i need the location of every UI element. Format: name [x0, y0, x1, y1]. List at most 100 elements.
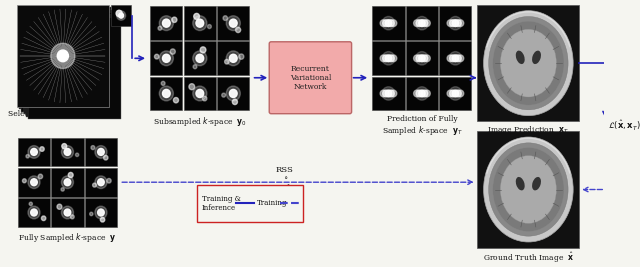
Circle shape — [390, 90, 397, 97]
Bar — [26, 15, 118, 117]
Bar — [51, 168, 83, 197]
Text: ∘: ∘ — [483, 68, 488, 74]
Circle shape — [91, 146, 95, 150]
Circle shape — [229, 19, 237, 27]
Circle shape — [95, 206, 107, 219]
Circle shape — [98, 179, 104, 186]
Circle shape — [447, 55, 454, 62]
Circle shape — [68, 172, 73, 178]
Circle shape — [421, 20, 428, 26]
Ellipse shape — [489, 143, 568, 236]
Circle shape — [163, 89, 170, 97]
FancyArrowPatch shape — [135, 56, 143, 61]
Bar — [111, 5, 131, 26]
Circle shape — [159, 16, 173, 31]
Ellipse shape — [516, 177, 525, 190]
Circle shape — [415, 87, 428, 100]
Circle shape — [64, 179, 71, 186]
FancyArrowPatch shape — [255, 76, 266, 80]
Bar — [28, 17, 121, 119]
Bar — [150, 77, 182, 110]
Circle shape — [450, 20, 456, 26]
Circle shape — [415, 17, 428, 30]
Circle shape — [154, 54, 159, 59]
Circle shape — [416, 90, 422, 97]
Ellipse shape — [484, 137, 573, 242]
Bar — [150, 41, 182, 75]
Circle shape — [57, 204, 62, 209]
Circle shape — [98, 148, 104, 155]
Text: Subsampled $k$-space  $\mathbf{y}_0$: Subsampled $k$-space $\mathbf{y}_0$ — [153, 115, 247, 128]
Bar — [18, 168, 50, 197]
Ellipse shape — [532, 51, 541, 64]
Bar — [372, 77, 404, 110]
Circle shape — [172, 17, 177, 22]
Bar — [477, 131, 579, 248]
Bar — [184, 6, 216, 40]
Circle shape — [229, 89, 237, 97]
FancyArrowPatch shape — [470, 76, 475, 80]
Circle shape — [159, 51, 173, 66]
Circle shape — [380, 90, 387, 97]
Circle shape — [70, 215, 74, 219]
Circle shape — [449, 17, 462, 30]
Bar — [217, 77, 250, 110]
Circle shape — [458, 90, 464, 97]
Circle shape — [223, 16, 227, 21]
Text: Prediction of Fully
Sampled $k$-space  $\mathbf{y}_T$: Prediction of Fully Sampled $k$-space $\… — [381, 115, 462, 138]
Circle shape — [189, 84, 195, 90]
Circle shape — [163, 54, 170, 62]
Bar — [18, 198, 50, 227]
Bar — [217, 6, 250, 40]
Circle shape — [419, 55, 425, 62]
Bar — [85, 198, 117, 227]
Circle shape — [450, 55, 456, 62]
Circle shape — [226, 51, 241, 66]
Circle shape — [194, 13, 200, 19]
Circle shape — [173, 97, 179, 103]
Circle shape — [421, 55, 428, 62]
Circle shape — [382, 87, 395, 100]
Text: RSS: RSS — [275, 166, 293, 174]
Circle shape — [93, 183, 97, 187]
Circle shape — [380, 20, 387, 26]
Bar — [51, 138, 83, 166]
FancyBboxPatch shape — [269, 42, 351, 114]
Circle shape — [29, 202, 33, 206]
Circle shape — [207, 25, 211, 29]
Circle shape — [449, 52, 462, 65]
Circle shape — [158, 26, 162, 30]
Text: Training &: Training & — [202, 195, 241, 203]
Bar — [406, 77, 438, 110]
Circle shape — [58, 50, 68, 62]
Text: $\mathcal{L}(\hat{\mathbf{x}}, \mathbf{x}_T)$: $\mathcal{L}(\hat{\mathbf{x}}, \mathbf{x… — [608, 119, 640, 133]
Circle shape — [449, 87, 462, 100]
Circle shape — [458, 20, 464, 26]
Circle shape — [196, 19, 204, 27]
Circle shape — [104, 155, 108, 160]
Circle shape — [161, 81, 165, 85]
Bar — [440, 41, 472, 75]
Circle shape — [239, 54, 244, 59]
FancyArrowPatch shape — [603, 66, 607, 116]
Circle shape — [236, 27, 241, 33]
Circle shape — [42, 216, 46, 221]
Circle shape — [380, 55, 387, 62]
Circle shape — [415, 52, 428, 65]
Circle shape — [26, 155, 29, 158]
Circle shape — [382, 52, 395, 65]
Circle shape — [193, 86, 207, 101]
Circle shape — [226, 16, 241, 31]
Circle shape — [28, 146, 40, 158]
Bar — [150, 6, 182, 40]
Ellipse shape — [489, 17, 568, 110]
Circle shape — [100, 217, 105, 222]
Circle shape — [229, 54, 237, 62]
Text: Image Prediction  $\mathbf{x}_T$: Image Prediction $\mathbf{x}_T$ — [488, 124, 570, 136]
Circle shape — [419, 20, 425, 26]
Circle shape — [390, 55, 397, 62]
Circle shape — [458, 55, 464, 62]
Circle shape — [232, 99, 237, 105]
Ellipse shape — [500, 29, 556, 97]
Bar — [184, 77, 216, 110]
